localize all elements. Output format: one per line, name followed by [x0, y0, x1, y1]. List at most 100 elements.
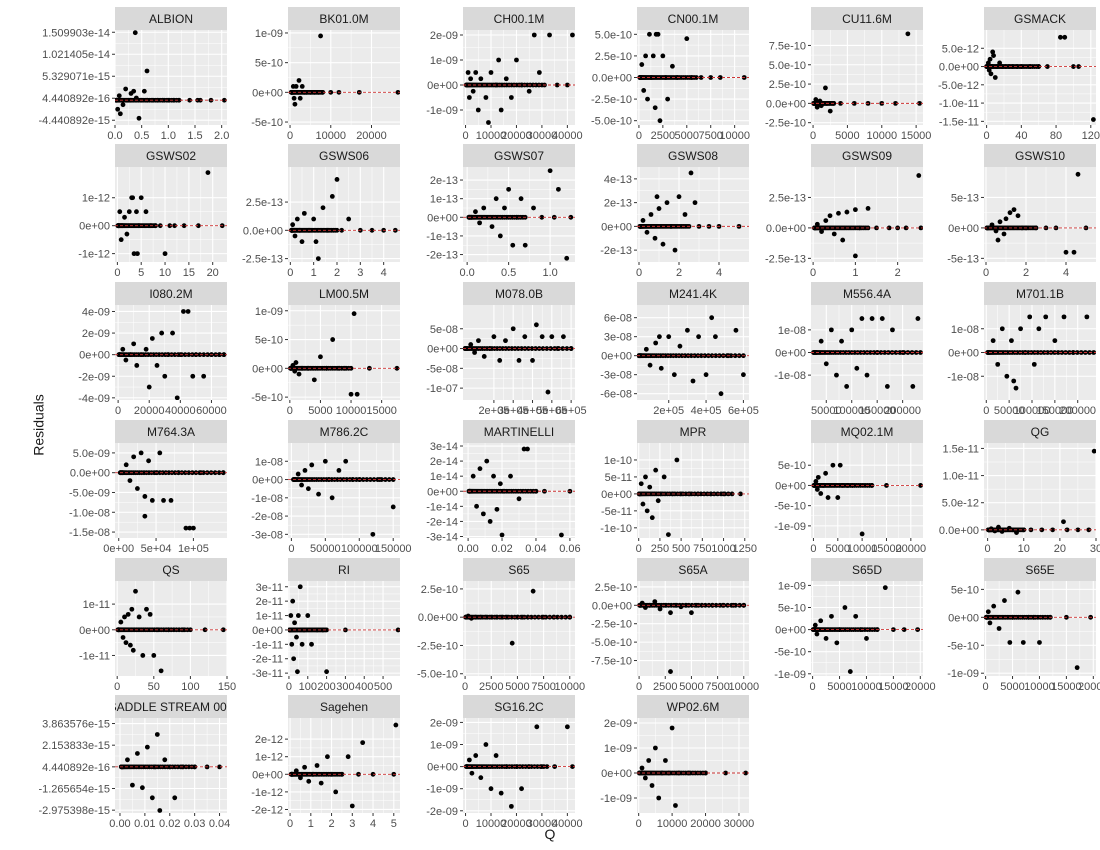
facet-panel-i080-2m: I080.2M 0 20000 40000 60000 -4e-09 -2e-09 0e+00… [78, 282, 227, 417]
data-point [324, 669, 329, 675]
data-point [1074, 350, 1080, 355]
x-tick-label: 5000 [826, 543, 850, 555]
x-tick-label: 15000 [878, 681, 909, 693]
y-tick-label: 0e+00 [948, 612, 979, 624]
data-point [886, 225, 892, 231]
panel-background [463, 581, 575, 676]
x-tick-label: 4 [716, 267, 722, 279]
facet-title: SADDLE STREAM 007 [109, 700, 234, 714]
data-point [1063, 249, 1069, 255]
data-layer [463, 322, 575, 395]
x-tick-label: 4e+05 [691, 405, 722, 417]
y-tick-label: 0.0e+00 [766, 223, 806, 235]
data-point [289, 641, 295, 647]
data-point [642, 775, 648, 781]
data-point [478, 775, 484, 781]
data-point [1071, 249, 1077, 255]
facet-panel-gsws10: GSWS10 0 2 4 -5e-13 0e+00 5e-13 [947, 144, 1096, 279]
data-point [812, 225, 818, 231]
data-point [987, 56, 993, 62]
y-tick-label: 3e-14 [430, 441, 458, 453]
y-tick-label: 1e-10 [604, 455, 632, 467]
data-point [143, 209, 149, 215]
data-point [296, 371, 302, 377]
data-point [723, 770, 728, 776]
y-tick-label: 2e-09 [430, 30, 458, 42]
data-point [133, 95, 139, 101]
x-tick-label: 1.0 [161, 130, 176, 142]
facet-title: S65 [508, 563, 530, 577]
data-point [291, 95, 297, 101]
panel-background [463, 167, 575, 262]
data-point [299, 84, 305, 89]
y-tick-label: 0.0e+00 [766, 98, 806, 110]
y-tick-label: 1e-08 [778, 325, 806, 337]
data-point [522, 334, 528, 340]
data-point [639, 600, 645, 606]
data-point [570, 32, 575, 38]
data-point [641, 88, 647, 93]
data-point [171, 97, 177, 103]
y-tick-label: 1e-09 [430, 55, 458, 67]
x-tick-label: 0 [636, 267, 642, 279]
y-tick-label: 1e-14 [430, 471, 458, 483]
x-tick-label: 400 [355, 681, 373, 693]
data-point [1058, 34, 1063, 40]
data-point [351, 311, 357, 317]
data-point [814, 487, 820, 492]
y-tick-label: -1e-09 [426, 784, 458, 796]
panel-background [288, 443, 400, 538]
data-point [393, 722, 399, 728]
x-tick-label: 0.02 [491, 543, 512, 555]
data-point [644, 508, 650, 514]
data-point [649, 783, 655, 788]
data-layer [637, 725, 749, 808]
x-tick-label: 750 [693, 543, 711, 555]
data-layer [637, 457, 749, 538]
facet-title: MARTINELLI [484, 425, 554, 439]
data-point [336, 468, 342, 473]
data-point [483, 742, 489, 747]
y-tick-label: -2.5e-13 [242, 254, 283, 266]
data-point [349, 803, 355, 809]
x-tick-label: 2500 [479, 681, 503, 693]
data-point [473, 209, 478, 215]
y-tick-label: -1e-09 [600, 793, 632, 805]
data-point [302, 468, 308, 473]
x-tick-label: 0 [983, 405, 989, 417]
data-point [488, 786, 494, 792]
facet-strip [984, 282, 1096, 305]
data-point [992, 75, 998, 80]
data-point [221, 352, 227, 358]
data-point [713, 602, 719, 608]
data-point [819, 229, 824, 234]
y-tick-label: 2e-09 [430, 717, 458, 729]
data-point [186, 470, 192, 476]
facet-strip [463, 695, 575, 718]
y-tick-label: -1.5e-08 [69, 527, 110, 539]
data-point [469, 770, 475, 776]
facet-title: WP02.6M [667, 700, 720, 714]
x-tick-label: 2.0 [214, 130, 229, 142]
data-point [830, 462, 836, 468]
data-point [120, 102, 126, 108]
y-tick-label: -2e-12 [251, 804, 283, 816]
y-tick-label: -3e-08 [251, 529, 283, 541]
data-point [692, 200, 698, 206]
data-point [133, 588, 138, 594]
data-point [509, 640, 515, 646]
facet-strip [811, 420, 923, 443]
data-point [176, 97, 182, 103]
facet-panel-albion: ALBION 0.0 0.5 1.0 1.5 2.0 -4.440892e-15 4.4408… [38, 7, 229, 142]
data-point [289, 771, 295, 777]
y-tick-label: 2e-13 [604, 198, 632, 210]
data-point [299, 641, 305, 647]
x-tick-label: 5 [138, 267, 144, 279]
x-tick-label: 2e+05 [478, 405, 509, 417]
facet-title: BK01.0M [319, 12, 368, 26]
data-point [201, 352, 207, 358]
data-point [324, 627, 329, 633]
data-point [289, 227, 294, 233]
